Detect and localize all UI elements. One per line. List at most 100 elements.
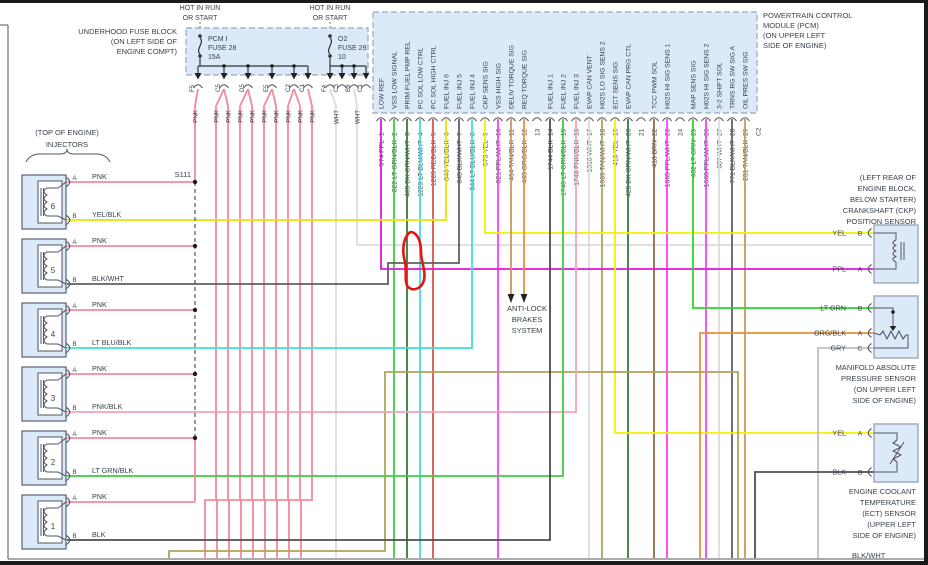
- pcm-pin-name: MAP SENS SIG: [691, 60, 698, 109]
- ect-sensor-label: SIDE OF ENGINE): [853, 531, 917, 540]
- fuse-element-icon: [197, 37, 203, 55]
- fuse-terminal-dot: [198, 54, 202, 58]
- pcm-pin-number: 29: [743, 128, 750, 136]
- connector-arc-icon: [467, 117, 477, 122]
- coil-winding-icon: [892, 239, 897, 263]
- pcm-pin-name: PC SOL LOW CTRL: [418, 47, 425, 109]
- fuse-label: O2: [338, 36, 347, 43]
- wire-color-label: ORG/BLK: [814, 329, 846, 338]
- window-border-right: [924, 0, 928, 565]
- wire-id-label: 1228 RED/BLK: [431, 140, 438, 187]
- pnk-bus-wire: [240, 88, 253, 558]
- connector-arc-icon: [571, 117, 581, 122]
- wire-color-label: WHT: [355, 110, 362, 124]
- pcm-pin-name: OIL PRES SW SIG: [743, 51, 750, 109]
- wire-ect-b: [754, 471, 874, 558]
- fuse-terminal-id: E5: [263, 84, 270, 92]
- wire-color-label: LT GRN/BLK: [92, 466, 133, 475]
- terminal-arrow-icon: [220, 73, 228, 80]
- connector-arc-icon: [867, 264, 872, 274]
- connector-arc-icon: [66, 241, 71, 251]
- terminal-arrow-icon: [338, 73, 346, 80]
- pcm-pin-number: 10: [496, 128, 503, 136]
- wire-id-label: 1669 TAN/WHT: [600, 140, 607, 187]
- pcm-pin-number: 19: [613, 128, 620, 136]
- coil-winding-icon: [43, 379, 48, 409]
- ect-lead: [874, 462, 898, 473]
- pcm-pin-name: FUEL INJ 6: [444, 74, 451, 109]
- wire-color-label: BLK/WHT: [92, 274, 125, 283]
- wire-id-label: 1745 LT GRN/BLK: [561, 140, 568, 197]
- pcm-pin-number: 15: [561, 128, 568, 136]
- ckp-lead: [874, 232, 897, 240]
- map-sensor-label: (ON UPPER LEFT: [854, 385, 917, 394]
- wiper-arrow-icon: [889, 326, 897, 331]
- connector-arc-icon: [325, 84, 335, 89]
- connector-arc-icon: [454, 117, 464, 122]
- connector-arc-icon: [441, 117, 451, 122]
- injector-pin-letter: B: [73, 469, 77, 476]
- pcm-pin-name: REQ TORQUE SIG: [522, 50, 529, 109]
- coil-lead: [47, 535, 67, 541]
- injector-pin-letter: A: [73, 303, 78, 310]
- fuse-element-icon: [327, 37, 333, 55]
- coil-winding-icon: [43, 187, 48, 217]
- inj-b-wire: [67, 119, 447, 221]
- injector-number: 1: [51, 522, 56, 531]
- splice-label: S111: [175, 170, 191, 179]
- wire-ckp-a: [380, 119, 874, 270]
- wire-color-label: PNK: [92, 172, 107, 181]
- connector-arc-icon: [714, 117, 724, 122]
- wire-id-label: 687 WHT: [717, 140, 724, 169]
- junction-dot: [192, 371, 198, 377]
- red-annotation: [402, 230, 426, 291]
- injector-number: 6: [51, 202, 56, 211]
- pcm-pin-name: ECT SENS SIG: [613, 62, 620, 109]
- wire-color-label: PNK: [92, 300, 107, 309]
- connector-arc-icon: [867, 303, 872, 313]
- connector-arc-icon: [506, 117, 516, 122]
- ect-sensor-label: (ECT) SENSOR: [862, 509, 916, 518]
- connector-arc-icon: [428, 117, 438, 122]
- coil-lead: [47, 373, 67, 381]
- sensor-pin-letter: C: [858, 346, 863, 353]
- sensor-pin-letter: B: [858, 470, 863, 477]
- wire-map-b: [692, 119, 874, 309]
- connector-arc-icon: [66, 279, 71, 289]
- pcm-pin-number: 14: [548, 128, 555, 136]
- pcm-pin-number: 28: [730, 128, 737, 136]
- pcm-pin-number: 6: [444, 132, 451, 136]
- ckp-sensor-label: POSITION SENSOR: [846, 217, 916, 226]
- sensor-pin-letter: A: [858, 431, 863, 438]
- ckp-lead: [874, 262, 897, 270]
- wire-color-label: PNK: [298, 109, 305, 123]
- wire-id-label: 574 PPL: [379, 140, 386, 166]
- connector-arc-icon: [675, 117, 685, 122]
- abs-system-label: ANTI-LOCK: [507, 304, 547, 313]
- hot-in-run-label: HOT IN RUN: [180, 5, 221, 12]
- pcm-connector-id: C2: [756, 127, 763, 136]
- wire-id-label: 464 TAN/BLK: [509, 140, 516, 181]
- pnk-bus-wire: [216, 88, 229, 558]
- pcm-pin-number: 12: [522, 128, 529, 136]
- ckp-sensor-label: ENGINE BLOCK,: [858, 184, 916, 193]
- wire-map-c: [817, 347, 874, 558]
- injectors-heading: (TOP OF ENGINE): [35, 128, 99, 137]
- pcm-pin-name: FUEL INJ 1: [548, 74, 555, 109]
- map-lead: [873, 332, 881, 336]
- coil-lead: [47, 343, 67, 349]
- pnk-feed-s111: [194, 88, 199, 182]
- terminal-arrow-icon: [194, 73, 202, 80]
- wire-id-label: 1229 LT BLU/WHT: [418, 140, 425, 197]
- connector-arc-icon: [219, 84, 229, 89]
- pcm-pin-name: H02S HI SIG SENS 2: [704, 43, 711, 109]
- inj-b-wire: [67, 119, 460, 285]
- pcm-pin-name: EVAP CAN PRG CTL: [626, 44, 633, 109]
- coil-lead: [47, 279, 67, 285]
- connector-arc-icon: [193, 84, 203, 89]
- junction-dot: [192, 435, 198, 441]
- connector-arc-icon: [584, 117, 594, 122]
- connector-arc-icon: [688, 117, 698, 122]
- connector-arc-icon: [623, 117, 633, 122]
